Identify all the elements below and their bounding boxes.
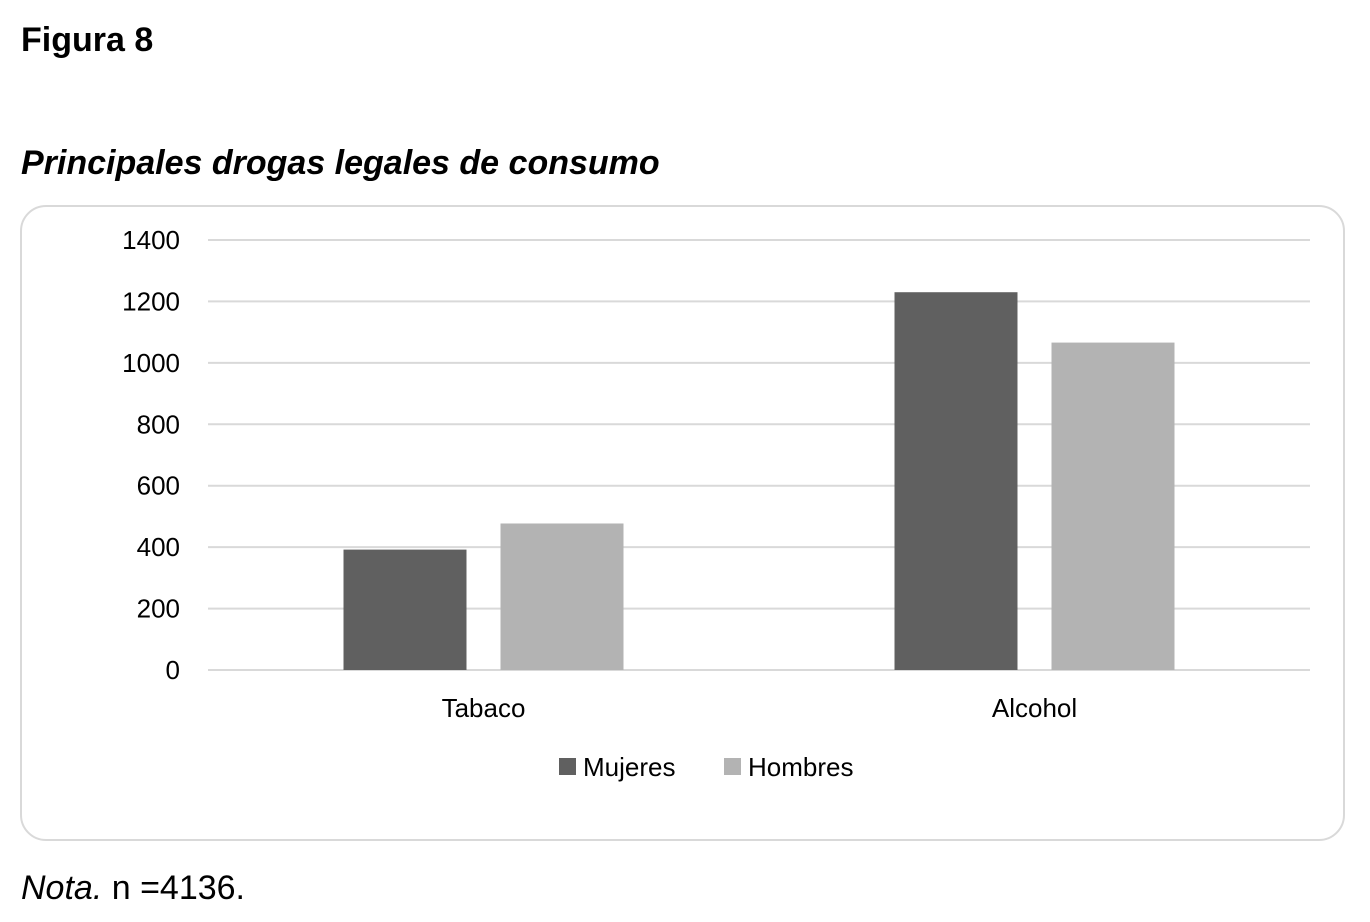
legend-swatch-mujeres [559,758,576,775]
y-tick-label: 600 [137,471,180,501]
legend: Mujeres Hombres [559,752,853,782]
note-label: Nota. [21,869,103,907]
bar-hombres-alcohol [1051,342,1175,670]
bars [343,292,1175,670]
x-tick-label: Tabaco [442,693,526,723]
bar-mujeres-tabaco [343,549,467,670]
legend-label-hombres: Hombres [748,752,853,782]
figure-title: Principales drogas legales de consumo [21,144,660,182]
y-tick-label: 1200 [122,286,180,316]
legend-label-mujeres: Mujeres [583,752,675,782]
note-text: n =4136. [102,869,246,907]
x-axis-ticks: Tabaco Alcohol [442,693,1078,723]
y-tick-label: 1400 [122,225,180,255]
figure-label: Figura 8 [21,21,154,59]
y-tick-label: 800 [137,409,180,439]
legend-swatch-hombres [724,758,741,775]
chart-frame [20,205,1345,841]
y-tick-label: 1000 [122,348,180,378]
y-tick-label: 200 [137,594,180,624]
bar-hombres-tabaco [500,523,624,670]
y-tick-label: 0 [166,655,180,685]
x-tick-label: Alcohol [992,693,1077,723]
note: Nota. n =4136. [21,868,245,908]
y-axis-ticks: 0 200 400 600 800 1000 1200 1400 [122,225,180,685]
y-tick-label: 400 [137,532,180,562]
bar-mujeres-alcohol [894,292,1018,670]
